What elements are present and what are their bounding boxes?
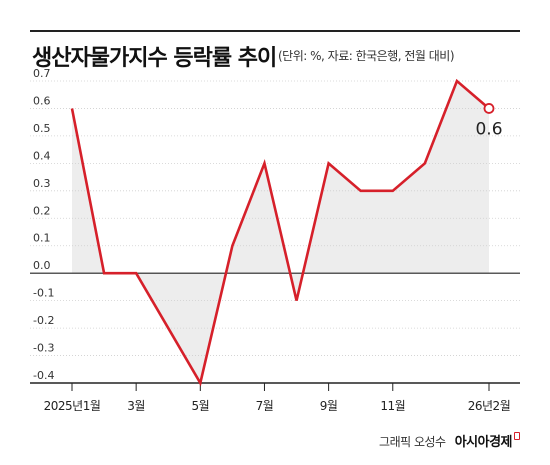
- y-tick-label: 0.0: [33, 259, 51, 272]
- y-tick-label: 0.5: [33, 122, 51, 135]
- y-tick-label: 0.1: [33, 232, 51, 245]
- last-point-marker: [483, 103, 495, 114]
- brand-logo: 아시아경제: [454, 435, 513, 450]
- chart-subtitle: (단위: %, 자료: 한국은행, 전월 대비): [278, 49, 455, 63]
- x-tick-label: 11월: [380, 399, 405, 413]
- chart-title: 생산자물가지수 등락률 추이: [32, 46, 277, 71]
- series-line: [70, 78, 490, 387]
- x-tick-label: 7월: [256, 399, 274, 413]
- x-tick-label: 3월: [127, 399, 145, 413]
- y-tick-label: 0.6: [33, 94, 51, 107]
- y-tick-label: -0.1: [33, 287, 54, 300]
- last-value-label: 0.6: [475, 119, 502, 139]
- y-tick-label: 0.2: [33, 204, 51, 217]
- y-tick-label: -0.3: [33, 342, 54, 355]
- footer: 그래픽 오성수 아시아경제: [379, 431, 520, 450]
- title-rule: [30, 30, 520, 32]
- y-tick-label: -0.2: [33, 314, 54, 327]
- y-tick-label: 0.3: [33, 177, 51, 190]
- graphic-credit: 그래픽 오성수: [379, 435, 446, 449]
- y-tick-label: -0.4: [33, 369, 54, 382]
- y-tick-label: 0.7: [33, 67, 51, 80]
- brand-mark-icon: [514, 432, 520, 440]
- x-tick-label: 9월: [320, 399, 338, 413]
- y-tick-label: 0.4: [33, 149, 51, 162]
- x-tick-label: 2025년1월: [44, 399, 101, 413]
- x-tick-label: 5월: [191, 399, 209, 413]
- x-tick-label: 26년2월: [468, 399, 511, 413]
